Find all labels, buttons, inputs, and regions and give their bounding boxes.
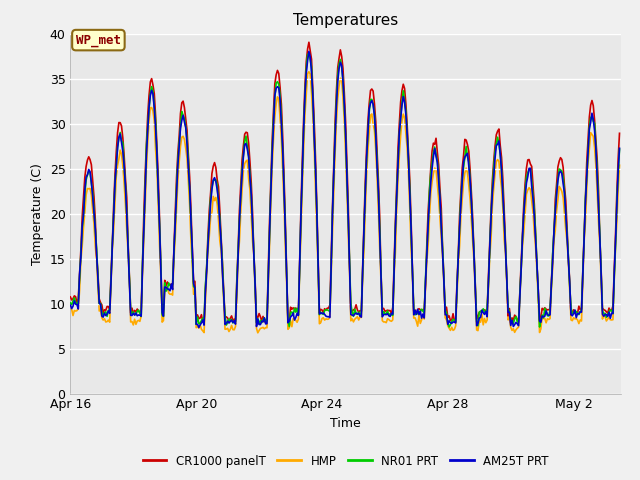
X-axis label: Time: Time bbox=[330, 417, 361, 430]
Legend: CR1000 panelT, HMP, NR01 PRT, AM25T PRT: CR1000 panelT, HMP, NR01 PRT, AM25T PRT bbox=[138, 450, 553, 472]
Title: Temperatures: Temperatures bbox=[293, 13, 398, 28]
Y-axis label: Temperature (C): Temperature (C) bbox=[31, 163, 44, 264]
Text: WP_met: WP_met bbox=[76, 34, 121, 47]
